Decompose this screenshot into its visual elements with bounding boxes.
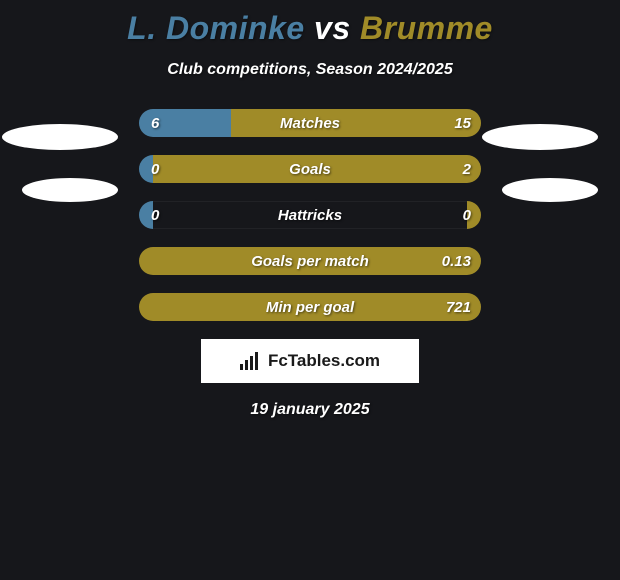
metric-label: Goals <box>139 155 481 183</box>
page-title: L. Dominke vs Brumme <box>0 0 620 47</box>
title-player1: L. Dominke <box>127 10 304 46</box>
subtitle: Club competitions, Season 2024/2025 <box>0 61 620 79</box>
decorative-ellipse <box>502 178 598 202</box>
metric-row: 02Goals <box>139 155 481 183</box>
metric-row: 721Min per goal <box>139 293 481 321</box>
comparison-infographic: L. Dominke vs Brumme Club competitions, … <box>0 0 620 580</box>
metric-label: Min per goal <box>139 293 481 321</box>
metric-label: Goals per match <box>139 247 481 275</box>
title-vs: vs <box>314 10 351 46</box>
metric-row: 00Hattricks <box>139 201 481 229</box>
decorative-ellipse <box>22 178 118 202</box>
source-logo: FcTables.com <box>201 339 419 383</box>
metric-row: 0.13Goals per match <box>139 247 481 275</box>
metric-label: Hattricks <box>139 201 481 229</box>
metric-label: Matches <box>139 109 481 137</box>
source-logo-text: FcTables.com <box>268 351 380 371</box>
title-player2: Brumme <box>360 10 493 46</box>
date-label: 19 january 2025 <box>0 401 620 419</box>
barchart-icon <box>240 352 262 370</box>
decorative-ellipse <box>482 124 598 150</box>
decorative-ellipse <box>2 124 118 150</box>
metric-row: 615Matches <box>139 109 481 137</box>
